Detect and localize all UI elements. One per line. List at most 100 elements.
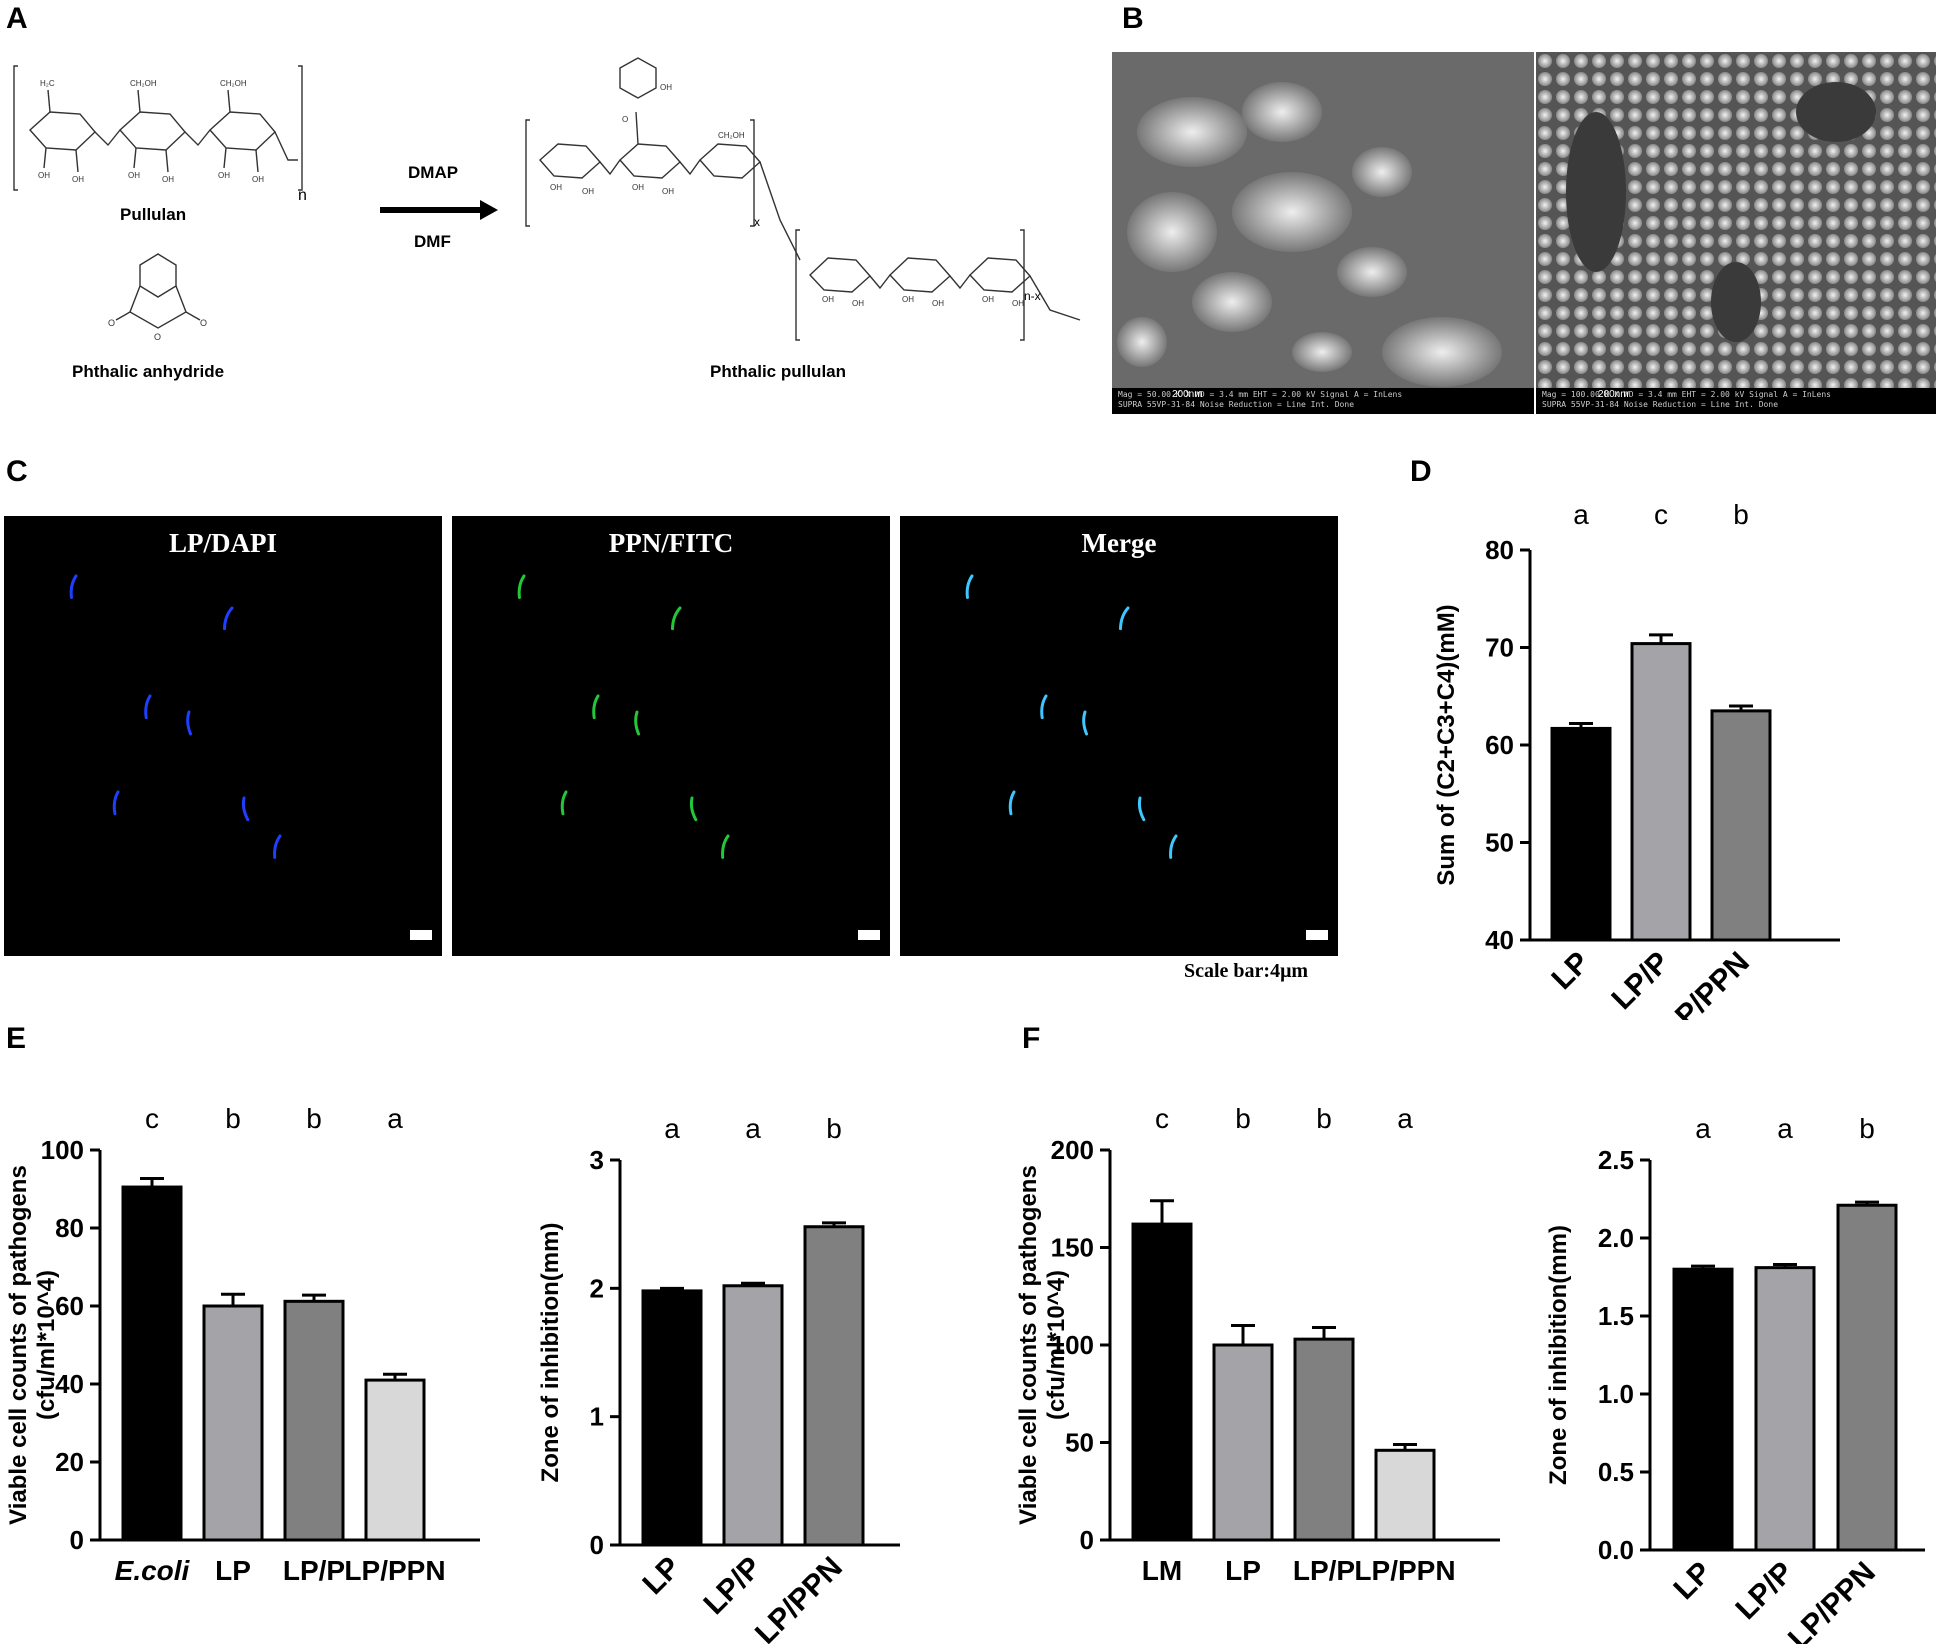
error-bar [1691, 1264, 1715, 1270]
error-bar [1312, 1325, 1336, 1340]
svg-text:OH: OH [1012, 299, 1024, 308]
svg-text:CH₂OH: CH₂OH [130, 79, 157, 88]
significance-letter: a [1695, 1113, 1711, 1144]
bar-lp-ppn [1374, 1448, 1436, 1542]
svg-text:OH: OH [582, 187, 594, 196]
bacterium [670, 606, 682, 631]
significance-letter: b [1733, 499, 1749, 530]
chart-e-viable-counts: 0 20 40 60 80 100 Viable cell counts of pathog… [5, 1103, 480, 1586]
bacterium [1169, 834, 1178, 859]
svg-text:OH: OH [662, 187, 674, 196]
svg-text:OH: OH [632, 183, 644, 192]
confocal-title-fitc: PPN/FITC [608, 528, 734, 558]
y-axis-label: Viable cell counts of pathogens [1015, 1165, 1042, 1525]
category-label: LP [637, 1551, 687, 1601]
error-bar [302, 1293, 326, 1302]
y-tick-label: 60 [1485, 730, 1514, 760]
y-tick-label: 1.0 [1598, 1379, 1634, 1409]
bacterium [721, 834, 730, 859]
bacterium [186, 710, 193, 736]
y-tick-label: 2 [590, 1273, 604, 1303]
svg-text:OH: OH [218, 171, 230, 180]
svg-text:O: O [622, 115, 628, 124]
error-bar [1855, 1200, 1879, 1206]
svg-text:OH: OH [550, 183, 562, 192]
error-bar [1231, 1324, 1255, 1345]
bacterium [965, 574, 974, 600]
y-axis-label: (cfu/ml*10^4) [33, 1270, 60, 1420]
y-tick-label: 20 [55, 1447, 84, 1477]
sem-particles-left [1112, 52, 1534, 388]
significance-letter: b [306, 1103, 322, 1134]
svg-text:OH: OH [128, 171, 140, 180]
significance-letter: c [1155, 1103, 1169, 1134]
svg-text:OH: OH [902, 295, 914, 304]
panel-label-b: B [1122, 2, 1144, 35]
category-label: LP/PPN [749, 1551, 849, 1644]
y-tick-label: 2.0 [1598, 1223, 1634, 1253]
category-label: LP [215, 1555, 251, 1586]
y-tick-label: 2.5 [1598, 1145, 1634, 1175]
significance-letter: a [1573, 499, 1589, 530]
y-tick-label: 0 [590, 1530, 604, 1560]
sem-info-left: Mag = 50.00 K X WD = 3.4 mm EHT = 2.00 k… [1112, 388, 1534, 414]
error-bar [221, 1292, 245, 1306]
bar-lp [1672, 1267, 1734, 1552]
category-label: LP/P [1293, 1555, 1355, 1586]
significance-letter: c [1654, 499, 1668, 530]
panel-label-e: E [6, 1022, 27, 1055]
confocal-image-dapi: LP/DAPI [4, 516, 442, 956]
category-label: LP/P [1605, 946, 1675, 1016]
scale-bar-merge [1306, 930, 1328, 940]
y-axis-label: Viable cell counts of pathogens [5, 1165, 32, 1525]
y-tick-label: 1.5 [1598, 1301, 1634, 1331]
y-tick-label: 1 [590, 1402, 604, 1432]
svg-text:OH: OH [660, 83, 672, 92]
y-tick-label: 40 [1485, 925, 1514, 955]
bar-lp [1550, 726, 1612, 942]
category-label: LP/P [697, 1551, 767, 1621]
error-bar [822, 1221, 846, 1227]
chart-e-inhibition-zone: 0 1 2 3 Zone of inhibition(mm) a LP a LP/P b LP/PP… [537, 1113, 900, 1644]
confocal-title-dapi: LP/DAPI [169, 528, 277, 558]
bar-lp [202, 1304, 264, 1542]
bacterium [560, 790, 568, 816]
sem-image-right: Mag = 100.00 K X WD = 3.4 mm EHT = 2.00 … [1536, 52, 1936, 414]
bacterium [1008, 790, 1016, 816]
significance-letter: a [664, 1113, 680, 1144]
bacterium [1118, 606, 1130, 631]
bacterium [144, 694, 152, 720]
significance-letter: a [1397, 1103, 1413, 1134]
significance-letter: c [145, 1103, 159, 1134]
significance-letter: b [1316, 1103, 1332, 1134]
bacteria-merge [965, 574, 1178, 859]
sem-scale-right: 200nm [1598, 389, 1629, 400]
scale-bar-fitc [858, 930, 880, 940]
bacterium [273, 834, 282, 859]
bar-lp-p [1293, 1337, 1355, 1542]
category-label: LP/P [283, 1555, 345, 1586]
bacterium [222, 606, 234, 631]
svg-text:O: O [200, 318, 207, 328]
y-tick-label: 100 [1051, 1330, 1094, 1360]
y-tick-label: 150 [1051, 1233, 1094, 1263]
y-axis-label: Zone of inhibition(mm) [537, 1223, 564, 1483]
panel-label-c: C [6, 455, 28, 488]
svg-text:O: O [154, 332, 161, 342]
category-label: LM [1142, 1555, 1182, 1586]
y-tick-label: 40 [55, 1369, 84, 1399]
svg-text:OH: OH [932, 299, 944, 308]
y-tick-label: 0 [70, 1525, 84, 1555]
bar-lp-p [1630, 642, 1692, 942]
bar-lp [641, 1289, 703, 1547]
category-label: LP/PPN [1354, 1555, 1455, 1586]
bacterium [1082, 710, 1089, 736]
category-label: E.coli [115, 1555, 191, 1586]
product-label: Phthalic pullulan [710, 362, 846, 381]
scale-bar-note: Scale bar:4μm [1184, 960, 1309, 982]
sem-scale-left: 200nm [1172, 389, 1203, 400]
bacterium [592, 694, 600, 720]
y-tick-label: 0.0 [1598, 1535, 1634, 1565]
scale-bar-dapi [410, 930, 432, 940]
phthalic-pullulan-structure [525, 57, 1081, 341]
